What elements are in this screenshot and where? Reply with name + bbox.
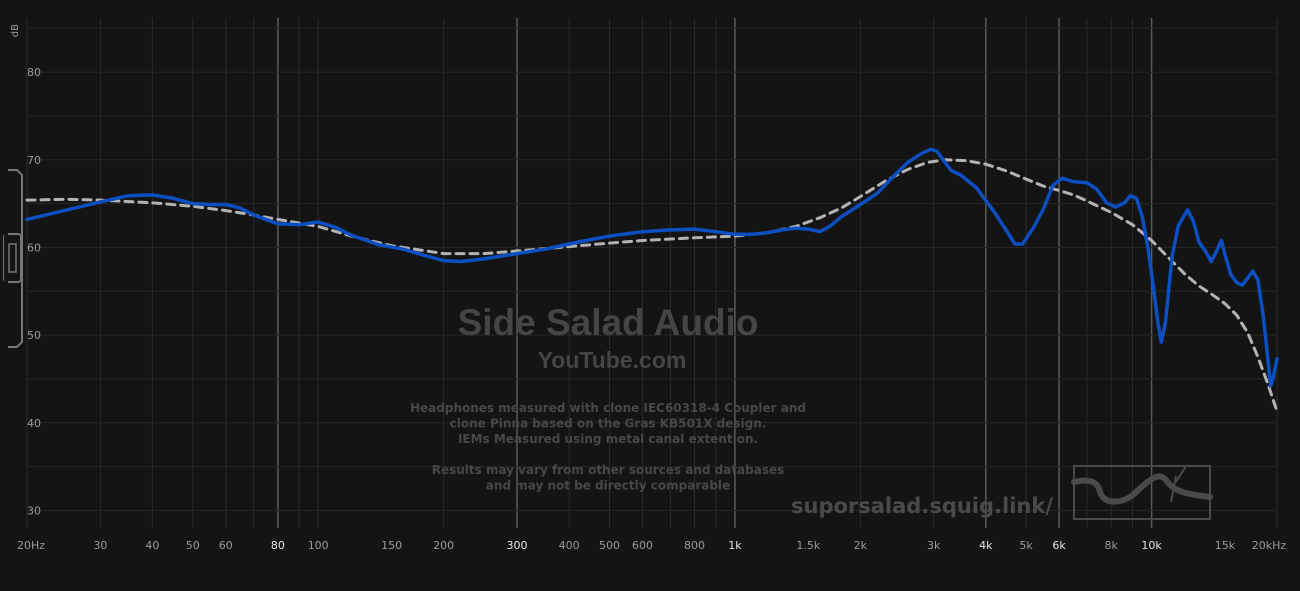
x-tick-label: 1k [728,539,742,552]
squiglink-url: suporsalad.squig.link/ [791,494,1053,518]
x-tick-label: 50 [186,539,200,552]
y-axis-label: dB [10,24,21,37]
x-tick-label: 20Hz [17,539,45,552]
x-tick-label: 8k [1105,539,1119,552]
series-layer [25,147,1279,413]
watermark: Side Salad Audio YouTube.com Headphones … [410,302,1213,520]
x-tick-label: 4k [979,539,993,552]
x-tick-label: 100 [308,539,329,552]
x-tick-label: 800 [684,539,705,552]
x-tick-label: 1.5k [796,539,820,552]
x-tick-label: 15k [1215,539,1236,552]
x-tick-label: 5k [1019,539,1033,552]
x-tick-label: 20kHz [1252,539,1287,552]
target-curve [25,158,1279,413]
x-tick-label: 150 [381,539,402,552]
grid [26,18,1278,528]
y-scale-handle[interactable] [3,169,23,348]
squiglink-logo-icon [1071,465,1213,520]
x-tick-label: 2k [854,539,868,552]
x-tick-label: 6k [1052,539,1066,552]
watermark-note-line: IEMs Measured using metal canal extentio… [458,432,758,446]
watermark-title: Side Salad Audio [458,302,759,343]
x-tick-label: 60 [219,539,233,552]
watermark-note-line: Results may vary from other sources and … [432,463,785,477]
x-tick-label: 600 [632,539,653,552]
watermark-note-line: Headphones measured with clone IEC60318-… [410,401,806,415]
x-tick-label: 40 [145,539,159,552]
y-tick-label: 60 [27,242,41,255]
x-tick-label: 300 [507,539,528,552]
measured-curve [25,147,1279,388]
y-tick-label: 30 [27,505,41,518]
y-tick-label: 40 [27,417,41,430]
x-tick-label: 10k [1141,539,1162,552]
x-tick-label: 30 [93,539,107,552]
x-tick-label: 3k [927,539,941,552]
x-tick-label: 80 [271,539,285,552]
y-tick-label: 50 [27,329,41,342]
watermark-subtitle: YouTube.com [538,347,687,373]
x-tick-label: 200 [433,539,454,552]
x-tick-label: 400 [559,539,580,552]
watermark-note-line: clone Pinna based on the Gras KB501X des… [450,417,767,431]
watermark-note-line: and may not be directly comparable [486,479,730,493]
y-tick-label: 70 [27,154,41,167]
axes: dB 30 40 50 60 70 80 20Hz 30 40 50 60 80 100 150 200 300… [10,24,1286,552]
y-tick-label: 80 [27,66,41,79]
x-tick-label: 500 [599,539,620,552]
